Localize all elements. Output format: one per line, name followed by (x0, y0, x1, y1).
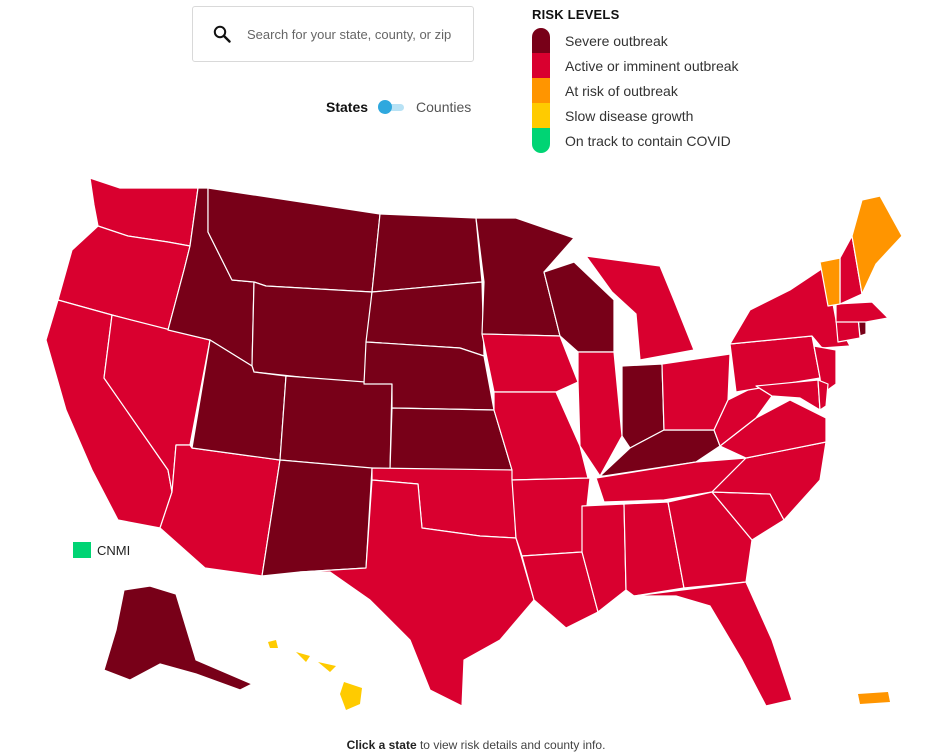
toggle-counties-label[interactable]: Counties (416, 99, 472, 115)
legend-item: Active or imminent outbreak (532, 53, 739, 78)
state-hawaii[interactable] (268, 640, 362, 710)
legend-swatch (532, 53, 550, 78)
toggle-states-label[interactable]: States (326, 99, 369, 115)
footer-text: to view risk details and county info. (416, 738, 606, 752)
cnmi-label: CNMI (97, 542, 131, 558)
legend-item: On track to contain COVID (532, 128, 739, 153)
state-new-mexico[interactable] (261, 459, 373, 577)
state-montana[interactable] (207, 187, 381, 293)
state-alaska[interactable] (103, 585, 253, 691)
state-wyoming[interactable] (251, 281, 373, 385)
risk-legend: RISK LEVELS Severe outbreak Active or im… (532, 7, 739, 153)
footer-bold: Click a state (346, 738, 417, 752)
legend-label: Severe outbreak (565, 32, 668, 49)
state-massachusetts[interactable] (835, 301, 889, 323)
state-illinois[interactable] (577, 351, 623, 477)
state-mississippi[interactable] (581, 503, 627, 613)
us-risk-map (45, 177, 903, 710)
toggle-knob[interactable] (378, 100, 393, 114)
state-maine[interactable] (851, 195, 903, 295)
state-alabama[interactable] (623, 501, 685, 597)
legend-label: At risk of outbreak (565, 82, 678, 99)
cnmi-marker[interactable]: CNMI (73, 542, 130, 558)
legend-swatch (532, 103, 550, 128)
state-north-dakota[interactable] (371, 213, 483, 293)
legend-swatch (532, 28, 550, 53)
state-colorado[interactable] (279, 375, 393, 471)
legend-item: Slow disease growth (532, 103, 739, 128)
state-vermont[interactable] (819, 257, 841, 307)
state-iowa[interactable] (481, 333, 579, 393)
legend-swatch (532, 128, 550, 153)
state-louisiana[interactable] (521, 551, 599, 629)
state-michigan[interactable] (585, 255, 695, 361)
state-puerto-rico[interactable] (858, 692, 890, 704)
cnmi-swatch (73, 542, 91, 558)
legend-swatch (532, 78, 550, 103)
state-new-jersey[interactable] (813, 345, 837, 395)
footer-instruction: Click a state to view risk details and c… (0, 738, 952, 752)
search-icon (213, 25, 231, 43)
legend-label: On track to contain COVID (565, 132, 731, 149)
state-arizona[interactable] (159, 444, 281, 577)
state-maryland[interactable] (755, 379, 821, 411)
search-box[interactable] (192, 6, 474, 62)
legend-label: Active or imminent outbreak (565, 57, 739, 74)
toggle-switch[interactable] (378, 99, 405, 115)
toggle-track (382, 104, 405, 111)
states-counties-toggle[interactable]: States Counties (326, 99, 471, 115)
state-kansas[interactable] (389, 407, 513, 471)
legend-item: At risk of outbreak (532, 78, 739, 103)
state-texas[interactable] (299, 479, 535, 707)
state-florida[interactable] (633, 581, 793, 707)
state-georgia[interactable] (667, 491, 753, 589)
legend-item: Severe outbreak (532, 28, 739, 53)
legend-title: RISK LEVELS (532, 7, 620, 22)
legend-label: Slow disease growth (565, 107, 694, 124)
state-delaware[interactable] (817, 379, 829, 411)
search-input[interactable] (245, 25, 459, 43)
state-arkansas[interactable] (511, 477, 591, 557)
